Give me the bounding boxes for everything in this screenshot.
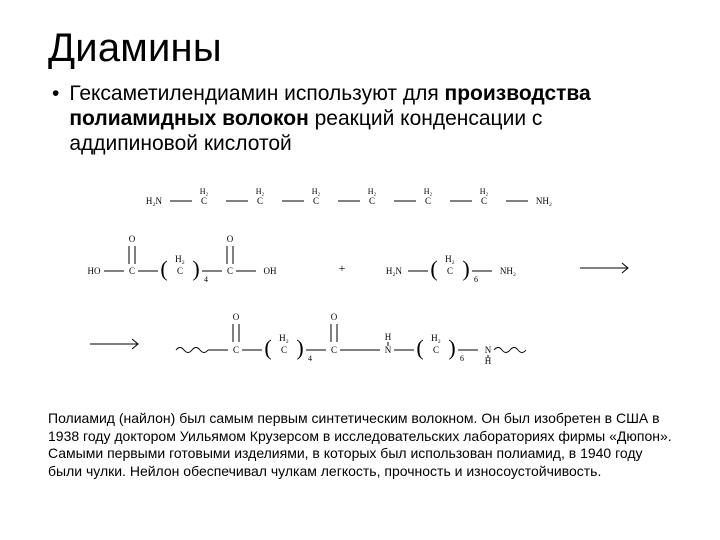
label-o4: O (331, 312, 338, 322)
svg-text:H₂: H₂ (424, 187, 433, 196)
svg-text:H₂: H₂ (312, 187, 321, 196)
label-oh: OH (264, 266, 277, 276)
svg-text:C: C (201, 196, 207, 206)
label-h2-b: H₂ (445, 254, 455, 264)
svg-text:C: C (313, 196, 319, 206)
arrow-1 (580, 263, 628, 273)
label-o: O (129, 234, 136, 244)
label-6: 6 (474, 275, 478, 284)
label-h-top: H (385, 332, 392, 342)
paren-l3: ( (264, 335, 271, 360)
label-n2: N (485, 345, 492, 355)
label-h2n: H₂N (146, 196, 163, 206)
label-o2: O (227, 234, 234, 244)
structure-hexamethylenediamine: H₂N H₂CH₂CH₂CH₂CH₂CH₂C NH₂ (140, 186, 580, 216)
label-ho: HO (88, 266, 101, 276)
svg-text:H₂: H₂ (480, 187, 489, 196)
ch2-chain: H₂CH₂CH₂CH₂CH₂CH₂C (170, 187, 528, 206)
adipic-acid: HO C O ( H₂ C ) 4 C O OH (88, 234, 277, 284)
bullet-pre: Гексаметилендиамин используют для (69, 82, 444, 105)
label-4b: 4 (308, 354, 312, 363)
svg-text:C: C (425, 196, 431, 206)
label-c3: C (233, 345, 239, 355)
paren-r2: ) (462, 256, 469, 281)
paren-r3: ) (296, 335, 303, 360)
svg-text:H₂: H₂ (368, 187, 377, 196)
label-c-c: C (281, 345, 287, 355)
reaction-row-2: C O ( H₂ C ) 4 C O N H ( H₂ C (80, 300, 680, 376)
paren-l: ( (160, 256, 167, 281)
label-c-b: C (447, 266, 453, 276)
label-n: N (385, 345, 392, 355)
arrow-2 (90, 339, 138, 349)
wavy-right (494, 348, 526, 353)
label-c4: C (331, 345, 337, 355)
label-c2: C (227, 266, 233, 276)
diamine-condensed: H₂N ( H₂ C ) 6 NH₂ (386, 254, 516, 284)
label-h2-a: H₂ (175, 254, 185, 264)
svg-text:C: C (369, 196, 375, 206)
slide-title: Диамины (48, 26, 672, 71)
svg-text:C: C (481, 196, 487, 206)
label-o3: O (233, 312, 240, 322)
svg-text:H₂: H₂ (256, 187, 265, 196)
paren-l2: ( (430, 256, 437, 281)
bullet-text: Гексаметилендиамин используют для произв… (69, 81, 652, 157)
label-c-a: C (177, 266, 183, 276)
footnote: Полиамид (найлон) был самым первым синте… (48, 410, 680, 480)
label-4: 4 (204, 275, 208, 284)
label-c: C (129, 266, 135, 276)
paren-r4: ) (448, 335, 455, 360)
reaction-row-1: HO C O ( H₂ C ) 4 C O OH (80, 218, 680, 290)
label-h2n-2: H₂N (386, 266, 403, 276)
paren-l4: ( (416, 335, 423, 360)
svg-text:C: C (257, 196, 263, 206)
label-h2-c: H₂ (279, 333, 289, 343)
bullet-item: • Гексаметилендиамин используют для прои… (52, 81, 652, 157)
label-nh2: NH₂ (536, 196, 552, 206)
paren-r: ) (192, 256, 199, 281)
wavy-left (176, 348, 208, 353)
label-c-d: C (433, 345, 439, 355)
label-h2-d: H₂ (431, 333, 441, 343)
plus-sign: + (339, 261, 346, 275)
bullet-dot: • (52, 81, 59, 106)
svg-text:H₂: H₂ (200, 187, 209, 196)
label-6b: 6 (460, 354, 464, 363)
label-nh2-2: NH₂ (500, 266, 516, 276)
